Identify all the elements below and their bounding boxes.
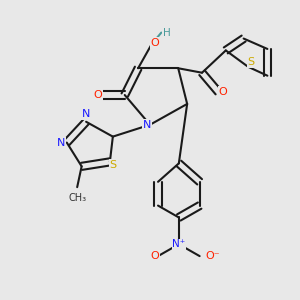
Text: S: S [248, 57, 255, 67]
Text: CH₃: CH₃ [68, 193, 86, 203]
Text: O: O [150, 38, 159, 48]
Text: S: S [109, 160, 116, 170]
Text: O: O [94, 90, 102, 100]
Text: H: H [163, 28, 170, 38]
Text: N: N [57, 138, 65, 148]
Text: N: N [143, 120, 151, 130]
Text: O: O [151, 251, 159, 261]
Text: N⁺: N⁺ [172, 239, 185, 249]
Text: O: O [218, 87, 227, 97]
Text: O⁻: O⁻ [206, 251, 220, 261]
Text: N: N [82, 109, 90, 119]
